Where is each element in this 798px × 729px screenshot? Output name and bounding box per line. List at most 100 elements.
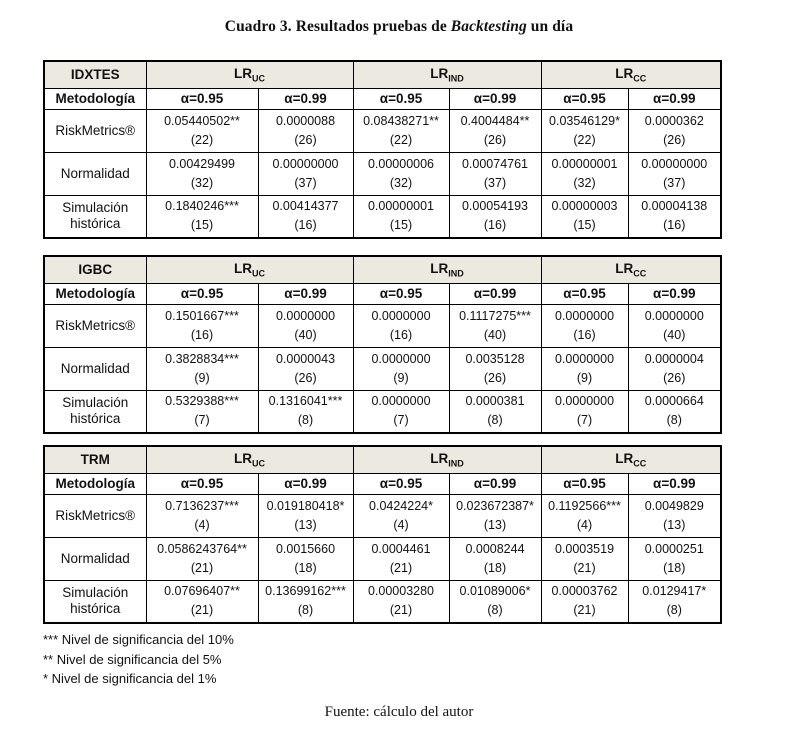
p-value: 0.0000251	[644, 541, 704, 556]
p-value: 0.0586243764**	[157, 541, 247, 556]
stat-cell: 0.0049829 (13)	[627, 493, 722, 538]
p-value: 0.0049829	[644, 498, 704, 513]
exceptions-count: (8)	[666, 603, 682, 618]
stat-cell: 0.0000251 (18)	[627, 536, 722, 581]
stat-cell: 0.1117275*** (40)	[448, 303, 542, 348]
exceptions-count: (7)	[576, 413, 593, 428]
title-text-post: un día	[526, 18, 574, 35]
content-area: IDXTES LRUC LRIND LRCC Metodología α=0.95 α=0.…	[43, 60, 724, 689]
exceptions-count: (9)	[194, 370, 210, 385]
method-label: RiskMetrics®	[43, 108, 147, 153]
stat-group-header: LRCC	[540, 445, 722, 474]
exceptions-count: (21)	[389, 603, 413, 618]
exceptions-count: (32)	[389, 175, 413, 190]
p-value: 0.00004138	[641, 199, 708, 214]
exceptions-count: (32)	[190, 175, 214, 190]
exceptions-count: (21)	[190, 560, 214, 575]
exceptions-count: (22)	[389, 132, 413, 147]
alpha-header-row: Metodología α=0.95 α=0.99 α=0.95 α=0.99 α=0.9…	[43, 282, 722, 305]
p-value: 0.05440502**	[164, 113, 240, 128]
method-column-header: Metodología	[43, 87, 147, 110]
exceptions-count: (26)	[483, 132, 507, 147]
stat-cell: 0.0000000 (16)	[352, 303, 450, 348]
stat-cell: 0.0000000 (7)	[352, 389, 450, 434]
stat-cell: 0.0000000 (40)	[627, 303, 722, 348]
stat-cell: 0.00054193 (16)	[448, 194, 542, 239]
exceptions-count: (18)	[294, 560, 317, 575]
p-value: 0.0004461	[371, 541, 431, 556]
exceptions-count: (13)	[663, 517, 686, 532]
stat-cell: 0.00003280 (21)	[352, 579, 450, 624]
p-value: 0.07696407**	[164, 584, 240, 599]
exceptions-count: (18)	[483, 560, 507, 575]
stat-cell: 0.0000664 (8)	[627, 389, 722, 434]
exceptions-count: (16)	[389, 327, 413, 342]
p-value: 0.0000000	[644, 308, 704, 323]
p-value: 0.5329388***	[165, 394, 239, 409]
p-value: 0.03546129*	[549, 113, 620, 128]
exceptions-count: (8)	[297, 413, 314, 428]
exceptions-count: (8)	[487, 603, 503, 618]
p-value: 0.3828834***	[165, 351, 239, 366]
p-value: 0.13699162***	[265, 584, 346, 599]
alpha-header: α=0.99	[627, 282, 722, 305]
p-value: 0.00000000	[641, 156, 708, 171]
stat-cell: 0.0008244 (18)	[448, 536, 542, 581]
p-value: 0.00003762	[551, 584, 618, 599]
lr-subscript-text: IND	[448, 73, 464, 84]
alpha-header: α=0.99	[448, 87, 542, 110]
p-value: 0.0000000	[371, 351, 431, 366]
exceptions-count: (40)	[294, 327, 317, 342]
alpha-header: α=0.95	[145, 282, 259, 305]
stat-group-header: LRCC	[540, 60, 722, 89]
exceptions-count: (40)	[663, 327, 686, 342]
p-value: 0.0000664	[644, 394, 704, 409]
p-value: 0.0000043	[275, 351, 336, 366]
alpha-header: α=0.99	[257, 87, 354, 110]
method-label: Normalidad	[43, 151, 147, 196]
stat-group-header: LRUC	[145, 60, 354, 89]
table-row: RiskMetrics® 0.05440502** (22) 0.0000088 (26…	[43, 108, 722, 153]
p-value: 0.019180418*	[266, 498, 345, 513]
stat-cell: 0.05440502** (22)	[145, 108, 259, 153]
p-value: 0.0000088	[275, 113, 336, 128]
stat-group-header: LRUC	[145, 255, 354, 284]
p-value: 0.0008244	[465, 541, 525, 556]
exceptions-count: (26)	[663, 370, 686, 385]
exceptions-count: (32)	[573, 175, 596, 190]
stat-cell: 0.0000000 (16)	[540, 303, 629, 348]
exceptions-count: (37)	[663, 175, 686, 190]
exceptions-count: (4)	[393, 517, 409, 532]
exceptions-count: (8)	[297, 603, 314, 618]
alpha-header-row: Metodología α=0.95 α=0.99 α=0.95 α=0.99 α=0.9…	[43, 87, 722, 110]
exceptions-count: (15)	[190, 218, 214, 233]
exceptions-count: (26)	[294, 370, 317, 385]
exceptions-count: (21)	[190, 603, 214, 618]
p-value: 0.00000003	[551, 199, 618, 214]
lr-subscript-text: UC	[252, 458, 265, 469]
alpha-header: α=0.95	[540, 87, 629, 110]
exceptions-count: (4)	[194, 517, 210, 532]
stat-cell: 0.00000003 (15)	[540, 194, 629, 239]
stat-cell: 0.00000001 (32)	[540, 151, 629, 196]
exceptions-count: (21)	[573, 603, 596, 618]
stat-cell: 0.1192566*** (4)	[540, 493, 629, 538]
lr-base-text: LR	[234, 450, 252, 466]
exceptions-count: (22)	[190, 132, 214, 147]
p-value: 0.0000000	[554, 351, 615, 366]
exceptions-count: (26)	[483, 370, 507, 385]
exceptions-count: (8)	[666, 413, 682, 428]
table-row: Normalidad 0.3828834*** (9) 0.0000043 (26) 0.…	[43, 346, 722, 391]
alpha-header: α=0.95	[352, 472, 450, 495]
method-label: Simulación histórica	[43, 389, 147, 434]
exceptions-count: (16)	[294, 218, 317, 233]
results-table-idxtes: IDXTES LRUC LRIND LRCC Metodología α=0.95 α=0.…	[43, 60, 722, 239]
p-value: 0.4004484**	[460, 113, 530, 128]
stat-group-header: LRIND	[352, 445, 542, 474]
exceptions-count: (40)	[483, 327, 507, 342]
stat-cell: 0.03546129* (22)	[540, 108, 629, 153]
p-value: 0.00000000	[272, 156, 339, 171]
p-value: 0.00000001	[367, 199, 435, 214]
lr-subscript-text: UC	[252, 73, 265, 84]
lr-subscript-text: CC	[633, 458, 647, 469]
